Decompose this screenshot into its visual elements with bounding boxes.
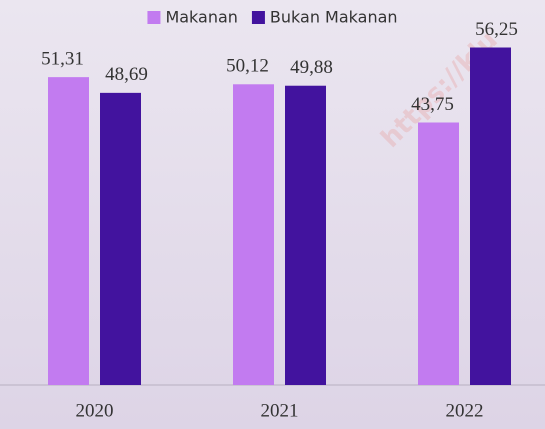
- x-tick-label: 2020: [76, 400, 114, 421]
- data-label: 50,12: [226, 56, 269, 77]
- data-label: 49,88: [290, 57, 333, 78]
- bar: [48, 77, 89, 385]
- data-label: 43,75: [411, 94, 454, 115]
- data-label: 51,31: [41, 48, 84, 69]
- legend-swatch: [251, 11, 265, 24]
- x-tick-label: 2021: [261, 400, 299, 421]
- x-tick-label: 2022: [446, 400, 484, 421]
- bar: [285, 85, 326, 385]
- bar: [233, 84, 274, 385]
- bar: [418, 122, 459, 385]
- legend-label: Bukan Makanan: [270, 8, 398, 27]
- data-label: 56,25: [475, 19, 518, 40]
- legend-label: Makanan: [165, 8, 237, 27]
- data-label: 48,69: [105, 64, 148, 85]
- bar: [100, 92, 141, 386]
- bar: [470, 47, 511, 385]
- legend-swatch: [147, 11, 161, 24]
